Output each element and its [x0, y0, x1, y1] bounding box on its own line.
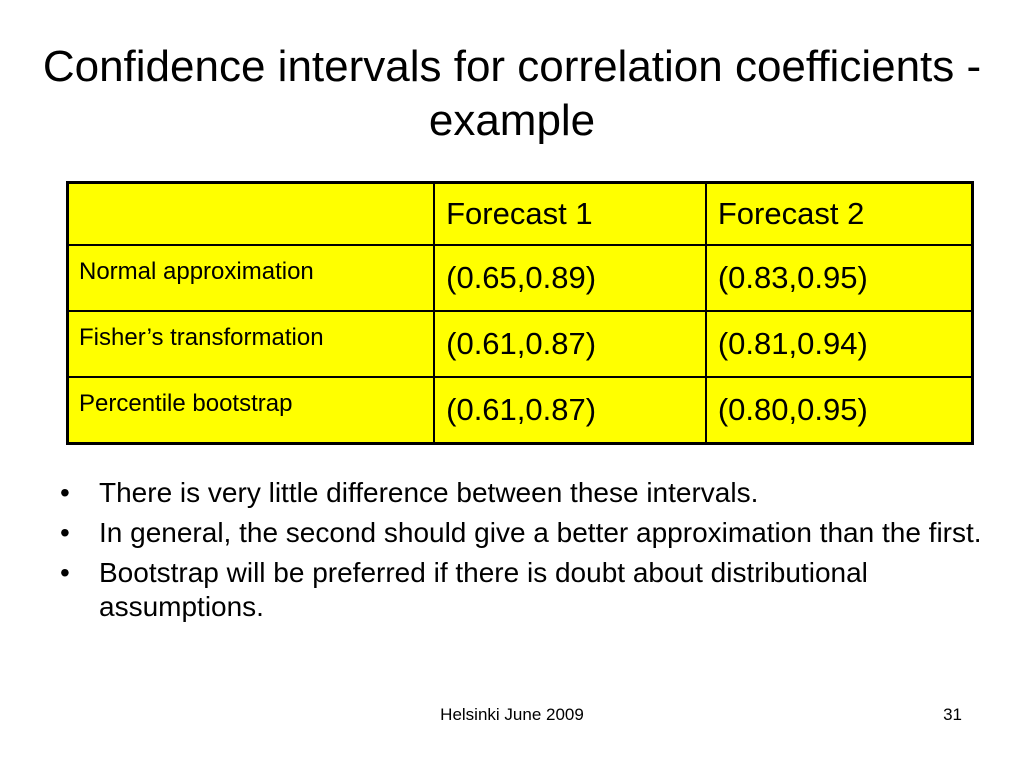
table-corner-cell [66, 181, 436, 246]
method-label: Normal approximation [66, 244, 436, 312]
page-number: 31 [943, 705, 962, 724]
bullet-marker: • [60, 477, 70, 508]
method-label: Percentile bootstrap [66, 376, 436, 445]
footer-text: Helsinki June 2009 [440, 705, 584, 724]
interval-cell-forecast-2: (0.83,0.95) [704, 244, 974, 312]
interval-cell-forecast-1: (0.65,0.89) [433, 244, 707, 312]
bullet-item: • Bootstrap will be preferred if there i… [56, 556, 986, 624]
interval-cell-forecast-1: (0.61,0.87) [433, 310, 707, 378]
bullet-marker: • [60, 557, 70, 588]
table-header-row: Forecast 1 Forecast 2 [66, 181, 974, 246]
slide-title: Confidence intervals for correlation coe… [42, 42, 982, 145]
table-row: Percentile bootstrap (0.61,0.87) (0.80,0… [66, 376, 974, 445]
table-row: Normal approximation (0.65,0.89) (0.83,0… [66, 244, 974, 312]
bullet-text: Bootstrap will be preferred if there is … [99, 557, 868, 622]
interval-cell-forecast-2: (0.81,0.94) [704, 310, 974, 378]
header-forecast-2: Forecast 2 [704, 181, 974, 246]
interval-cell-forecast-1: (0.61,0.87) [433, 376, 707, 445]
interval-cell-forecast-2: (0.80,0.95) [704, 376, 974, 445]
bullet-item: • In general, the second should give a b… [56, 516, 986, 550]
bullet-text: In general, the second should give a bet… [99, 517, 982, 548]
bullet-list: • There is very little difference betwee… [56, 476, 986, 630]
method-label: Fisher’s transformation [66, 310, 436, 378]
bullet-text: There is very little difference between … [99, 477, 759, 508]
bullet-marker: • [60, 517, 70, 548]
table-row: Fisher’s transformation (0.61,0.87) (0.8… [66, 310, 974, 378]
confidence-interval-table: Forecast 1 Forecast 2 Normal approximati… [66, 181, 974, 445]
header-forecast-1: Forecast 1 [433, 181, 707, 246]
bullet-item: • There is very little difference betwee… [56, 476, 986, 510]
